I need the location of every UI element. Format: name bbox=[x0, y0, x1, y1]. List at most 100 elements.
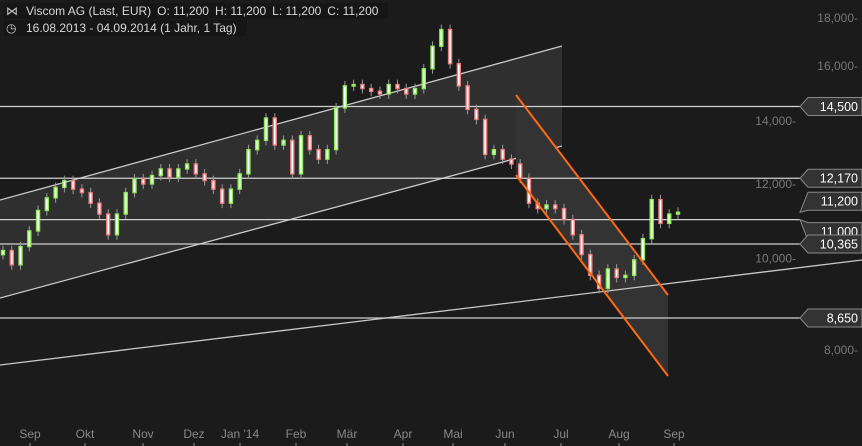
candle-up bbox=[228, 188, 234, 204]
uptrend-channel bbox=[0, 45, 563, 299]
candle-down bbox=[360, 83, 365, 90]
y-tick-label: 10,000- bbox=[755, 252, 796, 266]
level-label-14500: 14,500 bbox=[799, 97, 862, 117]
level-label-10365-text: 10,365 bbox=[820, 237, 858, 251]
candle-up bbox=[544, 204, 549, 210]
candle-up bbox=[44, 197, 50, 212]
candle-up bbox=[351, 83, 356, 87]
level-label-14500-box bbox=[799, 97, 862, 117]
x-tick-label: Feb bbox=[286, 427, 307, 441]
candle-up bbox=[386, 83, 391, 95]
y-tick-label: 8,000- bbox=[824, 343, 858, 357]
candle-up bbox=[342, 85, 348, 109]
x-tick-label: Aug bbox=[608, 427, 629, 441]
low-value: L: 11,200 bbox=[272, 4, 322, 18]
candle-up bbox=[149, 174, 155, 185]
candle-up bbox=[640, 237, 646, 261]
downtrend-channel-lines bbox=[515, 94, 669, 377]
candle-down bbox=[219, 188, 225, 204]
x-tick-label: Okt bbox=[76, 427, 95, 441]
candle-up bbox=[184, 163, 190, 170]
candle-down bbox=[500, 148, 505, 160]
candle-down bbox=[561, 207, 567, 221]
open-value: O: 11,200 bbox=[157, 4, 209, 18]
candle-up bbox=[53, 186, 58, 199]
x-tick-label: Dez bbox=[183, 427, 204, 441]
candle-down bbox=[97, 202, 102, 215]
level-label-8650: 8,650 bbox=[799, 308, 862, 328]
x-tick-label: Mai bbox=[443, 427, 462, 441]
candle-up bbox=[158, 168, 163, 177]
candle-down bbox=[465, 85, 470, 111]
candle-down bbox=[88, 191, 93, 204]
x-tick-label: Mär bbox=[337, 427, 358, 441]
candle-down bbox=[272, 117, 277, 146]
x-tick-label: Jul bbox=[553, 427, 568, 441]
y-tick-label: 16,000- bbox=[817, 59, 858, 73]
x-tick-label: Nov bbox=[132, 427, 153, 441]
candle-up bbox=[114, 213, 120, 236]
candle-up bbox=[439, 28, 444, 47]
candle-down bbox=[377, 90, 383, 95]
level-label-14500-text: 14,500 bbox=[820, 100, 858, 114]
candle-down bbox=[202, 173, 207, 182]
candle-up bbox=[333, 107, 339, 151]
candlestick-chart-icon: ⋈ bbox=[6, 4, 18, 18]
candle-down bbox=[141, 178, 146, 185]
candle-down bbox=[307, 135, 313, 151]
candle-down bbox=[447, 28, 453, 65]
x-tick-label: Sep bbox=[663, 427, 685, 441]
candle-up bbox=[421, 68, 426, 90]
candle-up bbox=[675, 211, 681, 215]
long-trendline bbox=[0, 259, 862, 366]
level-label-8650-text: 8,650 bbox=[827, 312, 858, 326]
candle-up bbox=[132, 178, 137, 194]
candle-up bbox=[412, 87, 418, 95]
x-tick-label: Sep bbox=[19, 427, 41, 441]
level-label-10365-box bbox=[799, 234, 862, 254]
candle-up bbox=[623, 274, 628, 279]
candle-up bbox=[62, 179, 67, 189]
candle-down bbox=[167, 168, 172, 178]
candle-up bbox=[27, 230, 32, 248]
candle-up bbox=[255, 139, 260, 151]
candle-up bbox=[0, 249, 6, 256]
candle-up bbox=[123, 191, 128, 215]
candle-down bbox=[456, 62, 462, 87]
y-tick-label: 14,000- bbox=[755, 114, 796, 128]
candle-down bbox=[193, 163, 199, 175]
candle-down bbox=[588, 253, 593, 277]
candle-up bbox=[667, 213, 672, 225]
level-label-12170: 12,170 bbox=[799, 168, 862, 188]
candle-down bbox=[70, 179, 76, 190]
level-label-12170-text: 12,170 bbox=[820, 172, 858, 186]
y-tick-label: 18,000- bbox=[817, 11, 858, 25]
last-price-label: 11,200 bbox=[799, 191, 862, 213]
candle-down bbox=[509, 158, 514, 165]
candle-down bbox=[570, 218, 576, 236]
candle-up bbox=[263, 117, 269, 142]
candle-up bbox=[18, 245, 23, 266]
x-tick-label: Jun bbox=[495, 427, 514, 441]
candle-up bbox=[176, 168, 181, 178]
candle-down bbox=[395, 83, 400, 90]
clock-icon: ◷ bbox=[6, 21, 17, 35]
candle-up bbox=[605, 268, 611, 290]
candle-up bbox=[430, 45, 435, 70]
date-range: ◷ 16.08.2013 - 04.09.2014 (1 Jahr, 1 Tag) bbox=[4, 20, 247, 36]
chart-header: ⋈ Viscom AG (Last, EUR) O: 11,200 H: 11,200… bbox=[4, 3, 389, 19]
candle-up bbox=[491, 148, 497, 156]
candle-up bbox=[35, 209, 41, 232]
date-range-text: 16.08.2013 - 04.09.2014 (1 Jahr, 1 Tag) bbox=[26, 21, 237, 35]
candle-up bbox=[631, 259, 637, 277]
candle-down bbox=[316, 148, 321, 160]
candle-down bbox=[79, 188, 85, 194]
candle-down bbox=[614, 268, 619, 279]
candle-up bbox=[237, 173, 242, 190]
candle-down bbox=[105, 213, 111, 236]
candle-down bbox=[9, 249, 14, 266]
level-label-10365: 10,365 bbox=[799, 234, 862, 254]
last-price-label-text: 11,200 bbox=[821, 195, 858, 209]
candle-down bbox=[553, 204, 558, 210]
